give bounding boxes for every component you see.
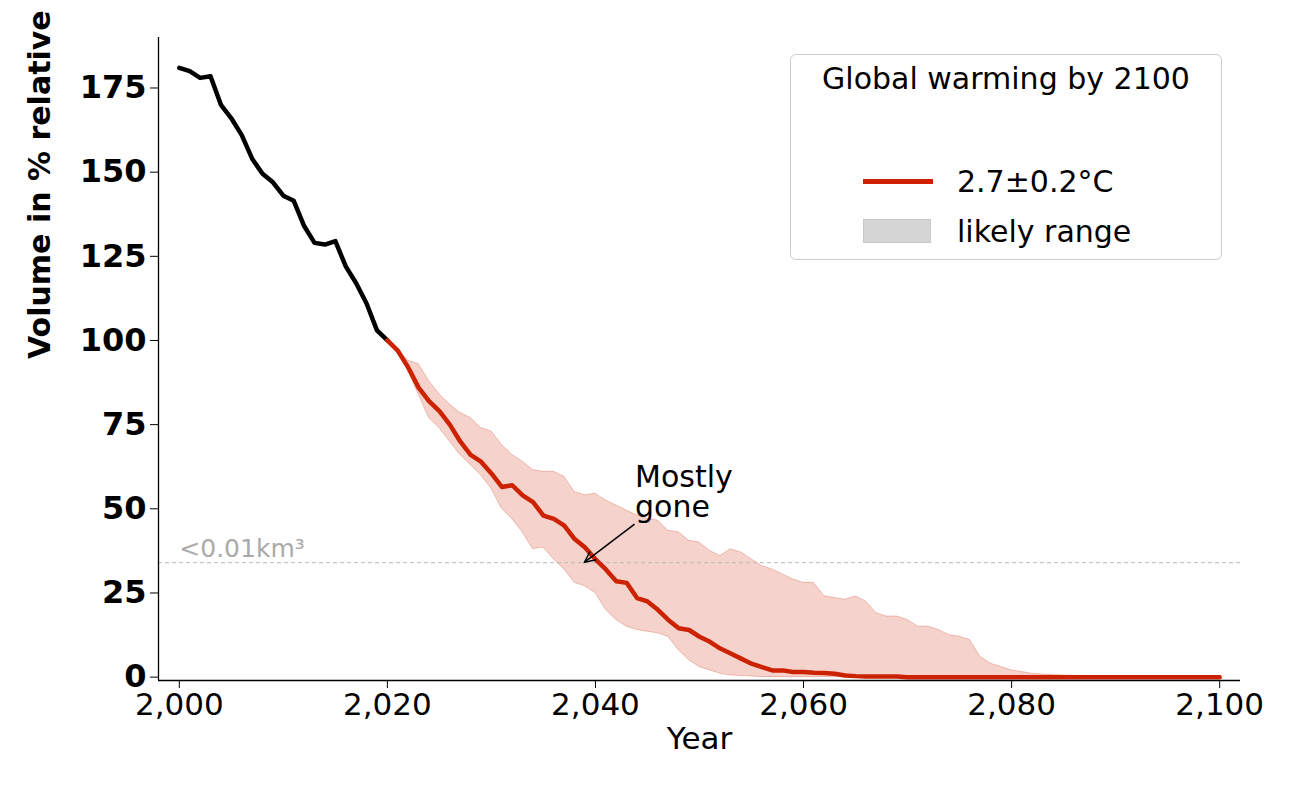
svg-text:2,060: 2,060	[759, 686, 848, 722]
svg-text:Year: Year	[666, 720, 733, 756]
svg-text:2,080: 2,080	[967, 686, 1056, 722]
svg-text:2,040: 2,040	[551, 686, 640, 722]
html-text:2.7±0.2°C: 2.7±0.2°C	[957, 163, 1114, 199]
svg-text:0: 0	[124, 657, 147, 696]
html-text:Global warming by 2100: Global warming by 2100	[822, 61, 1190, 96]
svg-text:Mostlygone: Mostlygone	[635, 459, 733, 524]
html-text:likely range: likely range	[957, 213, 1132, 249]
svg-text:Volume in % relative to 2020: Volume in % relative to 2020	[22, 0, 57, 359]
svg-text:100: 100	[80, 321, 147, 359]
svg-text:175: 175	[80, 68, 147, 106]
svg-text:25: 25	[102, 573, 147, 611]
svg-text:125: 125	[80, 237, 147, 275]
svg-text:75: 75	[102, 405, 147, 443]
svg-text:2,100: 2,100	[1175, 686, 1264, 722]
svg-text:50: 50	[102, 489, 147, 527]
svg-text:2,000: 2,000	[135, 686, 224, 722]
svg-text:<0.01km³: <0.01km³	[179, 534, 304, 563]
svg-text:150: 150	[80, 152, 147, 190]
svg-text:2,020: 2,020	[343, 686, 432, 722]
